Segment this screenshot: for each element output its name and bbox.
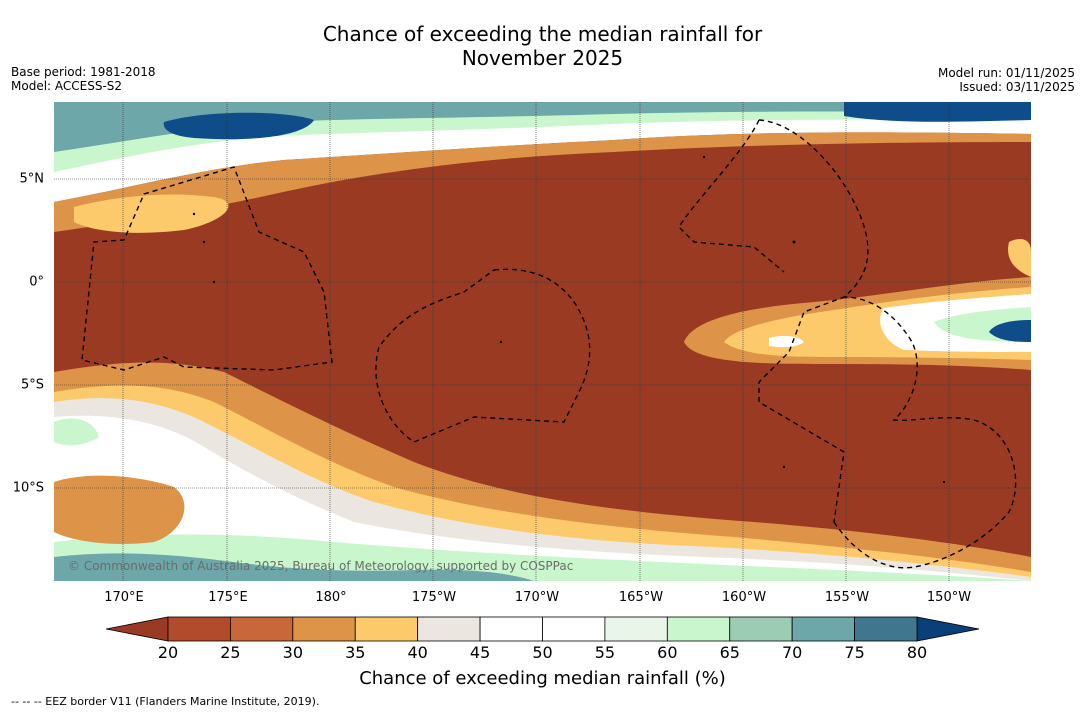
colorbar-extend-low — [106, 616, 169, 642]
island — [192, 212, 196, 216]
colorbar-segment — [292, 616, 356, 642]
y-tick: 0° — [29, 274, 44, 290]
x-tick: 170°W — [514, 590, 560, 605]
colorbar-tick-label: 45 — [469, 643, 491, 662]
y-tick: 5°N — [19, 171, 45, 187]
colorbar-segment — [167, 616, 231, 642]
eez-kiribati-gilberts — [81, 166, 333, 371]
north-blue-patch-left — [163, 112, 314, 140]
eez-cook — [678, 119, 785, 273]
north-blue-patch-right — [844, 102, 1031, 122]
eez-footnote: -- -- -- EEZ border V11 (Flanders Marine… — [11, 695, 320, 708]
issued-date: Issued: 03/11/2025 — [959, 80, 1075, 94]
model-name: Model: ACCESS-S2 — [11, 79, 123, 93]
x-tick: 150°W — [926, 590, 972, 605]
graticule — [54, 102, 1031, 581]
island — [212, 280, 216, 284]
x-tick: 175°W — [411, 590, 457, 605]
islands — [192, 155, 946, 484]
map-title: Chance of exceeding the median rainfall … — [0, 22, 1085, 70]
eez-french-polynesia — [833, 296, 1017, 569]
island — [792, 240, 796, 244]
colorbar-segment — [354, 616, 419, 642]
base-period: Base period: 1981-2018 — [11, 65, 156, 79]
eez-kiribati-phoenix — [375, 268, 591, 443]
south-orange-patch-left — [54, 475, 185, 544]
island — [942, 480, 946, 484]
colorbar-tick-label: 50 — [532, 643, 553, 662]
colorbar-tick-label: 40 — [407, 643, 428, 662]
rainfall-map — [54, 102, 1031, 581]
colorbar-title: Chance of exceeding median rainfall (%) — [359, 668, 726, 689]
colorbar-segment — [542, 616, 606, 642]
eez-kiribati-line — [758, 119, 869, 523]
colorbar-tick-label: 75 — [844, 643, 865, 662]
colorbar-segment — [230, 616, 294, 642]
x-tick: 175°E — [208, 590, 248, 605]
island — [702, 155, 706, 159]
title-line-2: November 2025 — [461, 46, 624, 70]
colorbar-tick-label: 80 — [906, 643, 928, 662]
colorbar-segment — [666, 616, 731, 642]
colorbar-segment — [604, 616, 668, 642]
meta-left: Base period: 1981-2018 Model: ACCESS-S2 — [11, 65, 156, 93]
island — [782, 465, 786, 469]
colorbar-tick-label: 65 — [719, 643, 740, 662]
colorbar-extend-high — [916, 616, 979, 642]
colorbar-segment — [479, 616, 543, 642]
x-tick: 170°E — [104, 590, 144, 605]
title-line-1: Chance of exceeding the median rainfall … — [322, 22, 763, 46]
eez-borders — [81, 119, 1017, 569]
colorbar-tick-label: 60 — [657, 643, 678, 662]
east-blue-tongue — [989, 320, 1031, 342]
colorbar — [106, 616, 979, 642]
east-upper-patch — [1008, 239, 1031, 277]
island — [499, 340, 503, 344]
south-teal-patch — [54, 553, 534, 581]
colorbar-tick-label: 70 — [781, 643, 803, 662]
model-run: Model run: 01/11/2025 — [937, 66, 1075, 80]
colorbar-tick-label: 30 — [282, 643, 304, 662]
colorbar-tick-label: 55 — [594, 643, 616, 662]
colorbar-segment — [417, 616, 481, 642]
colorbar-tick-label: 25 — [220, 643, 241, 662]
colorbar-segment — [854, 616, 918, 642]
north-yellow-edge — [74, 194, 229, 233]
colorbar-tick-label: 20 — [157, 643, 179, 662]
x-tick: 160°W — [721, 590, 767, 605]
colorbar-tick-label: 35 — [345, 643, 366, 662]
x-tick: 165°W — [618, 590, 664, 605]
y-tick: 5°S — [20, 377, 44, 393]
y-tick: 10°S — [12, 480, 44, 496]
x-tick: 180° — [315, 590, 347, 605]
north-orange-edge — [54, 132, 1031, 232]
north-teal-band — [54, 102, 1031, 152]
x-tick: 155°W — [824, 590, 870, 605]
colorbar-segment — [729, 616, 793, 642]
meta-right: Model run: 01/11/2025 Issued: 03/11/2025 — [938, 66, 1075, 94]
south-green-patch-left — [54, 418, 99, 446]
copyright-notice: © Commonwealth of Australia 2025, Bureau… — [68, 559, 574, 573]
east-mid-white — [769, 335, 804, 348]
island — [202, 240, 206, 244]
colorbar-segment — [791, 616, 855, 642]
